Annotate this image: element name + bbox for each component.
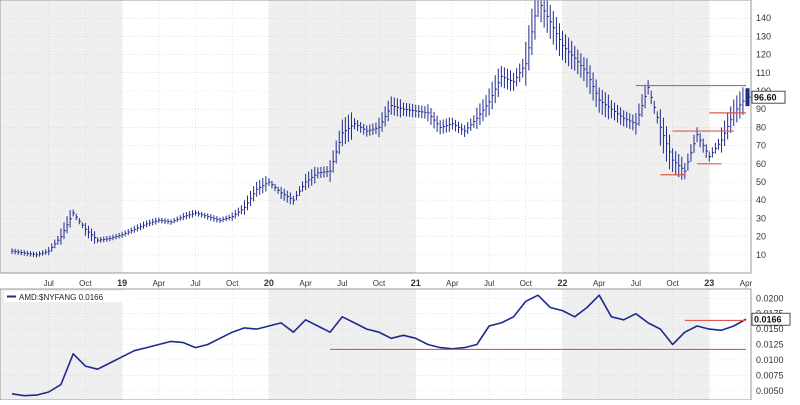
y-tick-label: 90	[756, 104, 766, 114]
year-band	[0, 289, 123, 400]
x-tick-label: Jul	[631, 279, 641, 288]
y-tick-label: 0.0075	[756, 370, 784, 380]
year-band	[122, 0, 269, 273]
y-tick-label: 140	[756, 13, 771, 23]
x-tick-label: Jul	[190, 279, 200, 288]
last-value-label: 0.0166	[754, 315, 782, 325]
y-tick-label: 60	[756, 159, 766, 169]
y-tick-label: 0.0125	[756, 340, 784, 350]
x-tick-label: Jul	[337, 279, 347, 288]
y-tick-label: 0.0050	[756, 386, 784, 396]
ratio-legend-bg	[4, 291, 136, 302]
year-band	[562, 0, 710, 273]
x-tick-label: Oct	[226, 279, 239, 288]
ratio-legend-label: AMD:$NYFANG 0.0166	[19, 293, 104, 302]
x-tick-label: 22	[557, 278, 567, 288]
y-tick-label: 30	[756, 213, 766, 223]
grid-ratio	[0, 289, 751, 400]
y-tick-label: 0.0100	[756, 355, 784, 365]
year-band	[0, 0, 123, 273]
x-tick-label: 23	[704, 278, 714, 288]
x-tick-label: Oct	[373, 279, 386, 288]
x-tick-label: Oct	[79, 279, 92, 288]
y-tick-label: 110	[756, 68, 770, 78]
year-band	[709, 0, 751, 273]
price-panel-border	[0, 0, 752, 274]
price-series	[11, 0, 751, 258]
ratio-annotations	[330, 319, 746, 351]
x-tick-label: Apr	[593, 279, 606, 288]
ratio-y-axis: 0.00500.00750.01000.01250.01500.01750.02…	[756, 293, 784, 396]
y-tick-label: 120	[756, 50, 771, 60]
last-value-label: 96.60	[754, 93, 777, 103]
ratio-line	[11, 294, 747, 397]
y-tick-label: 40	[756, 195, 766, 205]
x-tick-label: Apr	[446, 279, 459, 288]
x-axis: Jul Oct 19 Apr Jul Oct 20 Apr Jul Oct 21 Apr Jul Oct 2…	[44, 278, 753, 288]
y-tick-label: 80	[756, 122, 766, 132]
x-tick-label: Jul	[44, 279, 54, 288]
y-tick-label: 0.0150	[756, 324, 784, 334]
x-tick-label: Oct	[666, 279, 679, 288]
y-tick-label: 10	[756, 250, 766, 260]
price-y-axis: 102030405060708090100110120130140	[756, 13, 771, 260]
x-tick-label: Apr	[299, 279, 312, 288]
y-tick-label: 20	[756, 232, 766, 242]
y-tick-label: 50	[756, 177, 766, 187]
x-tick-label: Apr	[740, 279, 753, 288]
x-tick-label: 19	[117, 278, 127, 288]
price-annotations	[635, 84, 746, 176]
x-tick-label: Oct	[520, 279, 533, 288]
x-tick-label: Apr	[153, 279, 166, 288]
x-tick-label: 20	[264, 278, 274, 288]
x-tick-label: 21	[411, 278, 421, 288]
x-tick-label: Jul	[484, 279, 494, 288]
y-tick-label: 0.0200	[756, 293, 784, 303]
time-bands-price	[0, 0, 751, 273]
y-tick-label: 130	[756, 31, 771, 41]
year-band	[415, 0, 563, 273]
last-value-tag	[751, 312, 791, 326]
value-tags: 96.60 0.0166	[751, 90, 791, 326]
last-value-tag	[751, 90, 786, 104]
y-tick-label: 70	[756, 141, 766, 151]
ratio-series	[11, 294, 747, 397]
